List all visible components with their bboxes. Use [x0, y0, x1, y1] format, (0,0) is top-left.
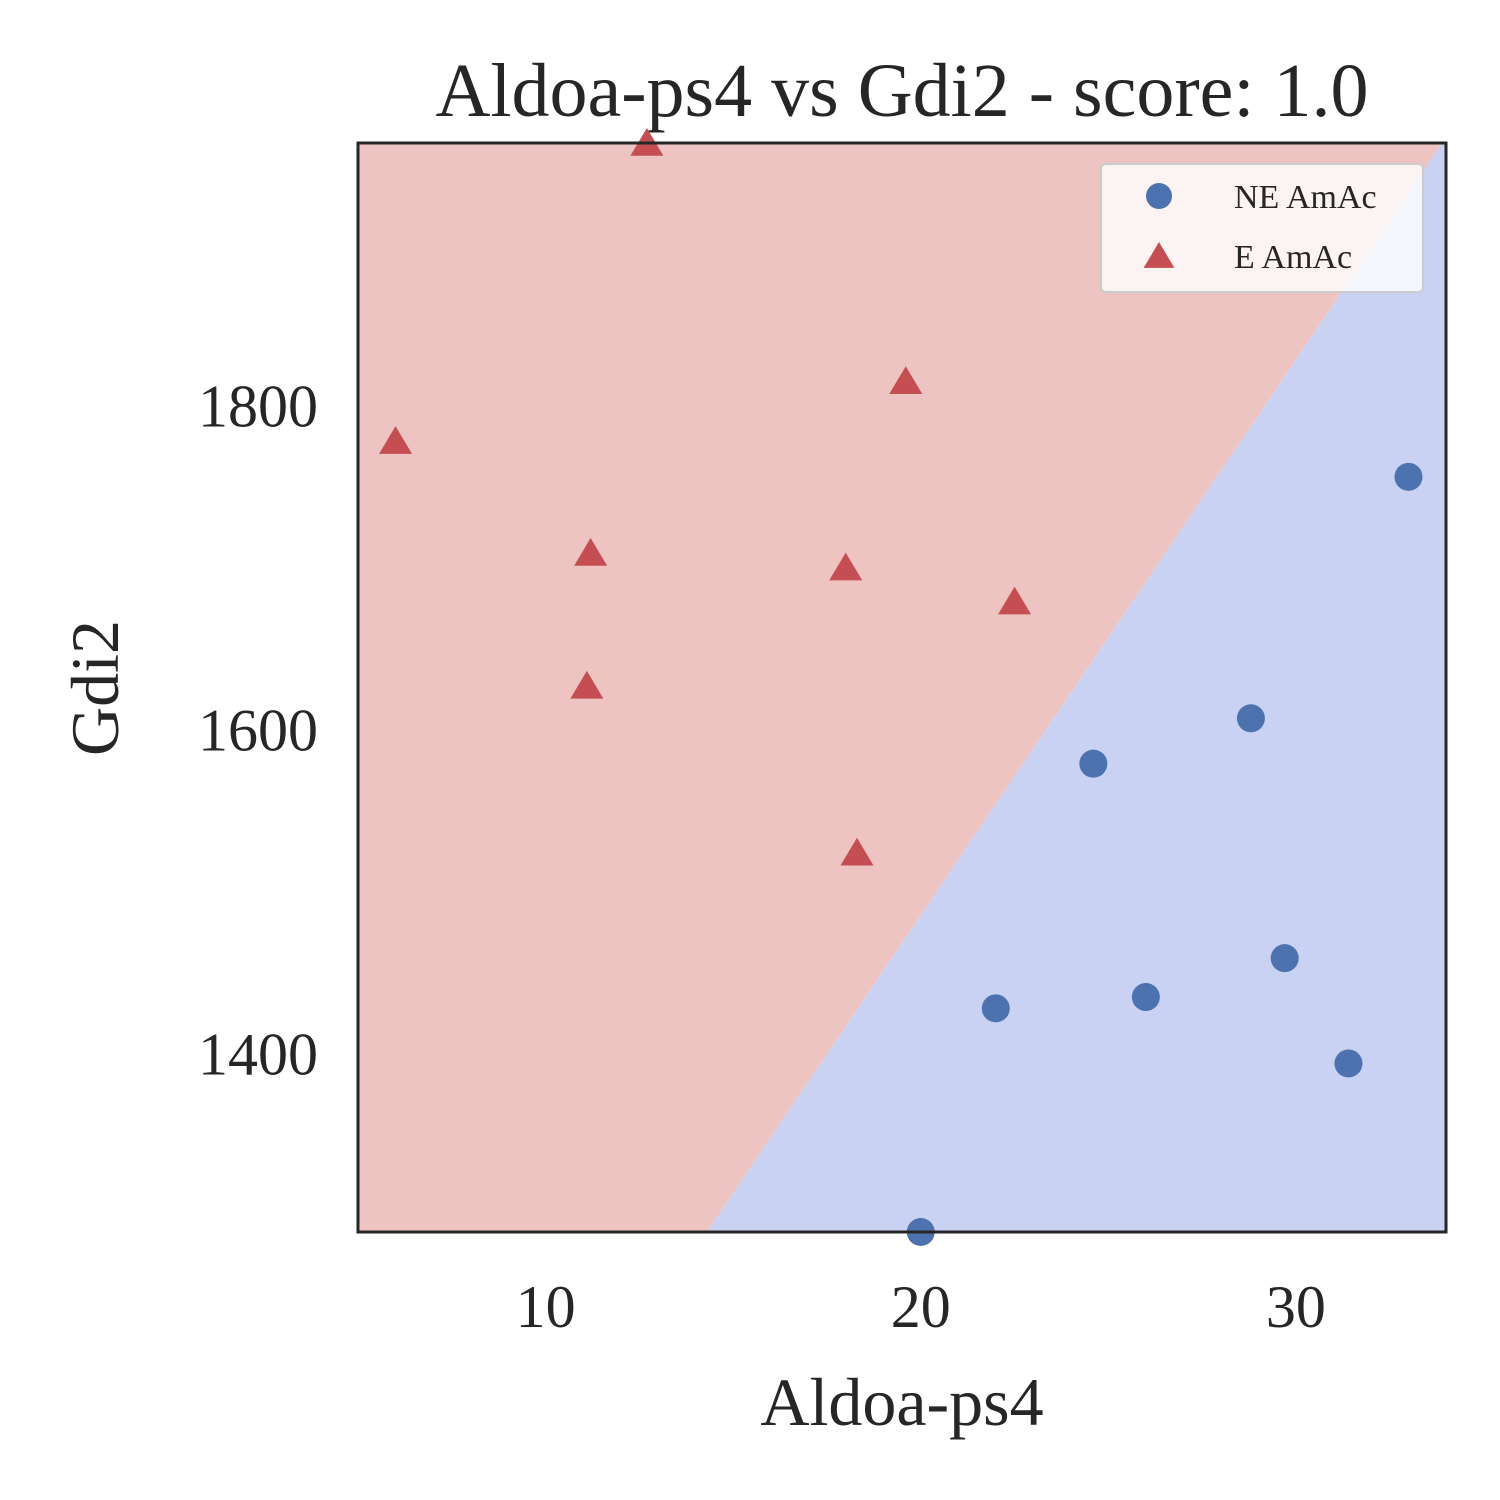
- y-axis-label: Gdi2: [57, 620, 133, 756]
- x-tick-label: 20: [891, 1274, 951, 1340]
- y-axis-ticks: 1400 1600 1800: [198, 374, 318, 1088]
- point-ne-amac: [1394, 462, 1423, 491]
- y-tick-label: 1400: [198, 1022, 318, 1088]
- point-e-amac: [570, 670, 604, 699]
- x-axis-ticks: 10 20 30: [516, 1274, 1326, 1340]
- chart-title: Aldoa-ps4 vs Gdi2 - score: 1.0: [436, 49, 1369, 133]
- legend-label: NE AmAc: [1234, 179, 1377, 216]
- point-e-amac: [998, 586, 1032, 615]
- x-tick-label: 30: [1266, 1274, 1326, 1340]
- point-e-amac: [829, 552, 863, 581]
- point-e-amac: [840, 837, 874, 866]
- region-e-amac: [358, 143, 1443, 1232]
- decision-regions: [358, 143, 1446, 1232]
- legend: NE AmAc E AmAc: [1100, 163, 1424, 293]
- region-ne-amac: [706, 143, 1446, 1232]
- legend-marker: [1143, 242, 1175, 268]
- point-ne-amac: [1334, 1049, 1363, 1078]
- point-ne-amac: [1270, 944, 1299, 973]
- plot-frame: [356, 141, 1448, 1234]
- point-ne-amac: [981, 994, 1010, 1023]
- point-e-amac: [574, 537, 608, 566]
- legend-box: [1100, 163, 1424, 293]
- y-tick-label: 1600: [198, 698, 318, 764]
- data-points: [379, 128, 1423, 1246]
- x-tick-label: 10: [516, 1274, 576, 1340]
- point-ne-amac: [1079, 749, 1108, 778]
- legend-label: E AmAc: [1234, 239, 1352, 276]
- y-tick-label: 1800: [198, 374, 318, 440]
- point-ne-amac: [1131, 983, 1160, 1012]
- point-ne-amac: [1236, 704, 1265, 733]
- point-e-amac: [379, 426, 413, 454]
- x-axis-label: Aldoa-ps4: [760, 1364, 1043, 1440]
- point-e-amac: [889, 366, 923, 394]
- legend-marker: [1146, 183, 1172, 209]
